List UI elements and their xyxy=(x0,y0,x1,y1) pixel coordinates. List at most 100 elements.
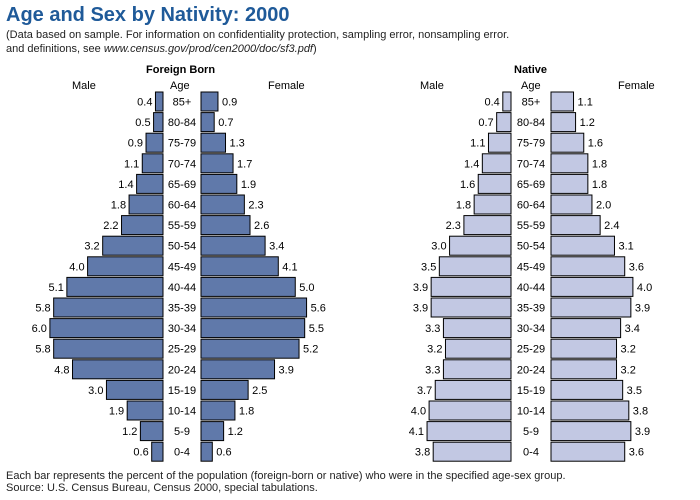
female-value-label: 1.9 xyxy=(241,179,256,191)
female-value-label: 3.1 xyxy=(618,241,633,253)
male-value-label: 0.4 xyxy=(485,97,500,109)
age-group-label: 15-19 xyxy=(517,385,545,397)
female-bar xyxy=(550,173,589,194)
female-value-label: 2.0 xyxy=(596,200,611,212)
male-bar xyxy=(145,132,164,153)
male-bar xyxy=(438,256,512,277)
source-note: Source: U.S. Census Bureau, Census 2000,… xyxy=(6,482,318,494)
female-value-label: 5.0 xyxy=(299,282,314,294)
male-value-label: 5.8 xyxy=(35,344,50,356)
female-value-label: 2.5 xyxy=(252,385,267,397)
female-bar xyxy=(550,153,589,174)
age-group-label: 25-29 xyxy=(517,344,545,356)
male-value-label: 0.4 xyxy=(137,97,152,109)
male-bar xyxy=(502,91,512,112)
female-value-label: 3.9 xyxy=(635,303,650,315)
male-value-label: 1.4 xyxy=(464,158,479,170)
male-bar xyxy=(136,173,164,194)
male-bar xyxy=(444,338,512,359)
female-value-label: 3.5 xyxy=(627,385,642,397)
female-value-label: 5.6 xyxy=(311,303,326,315)
female-bar xyxy=(200,359,276,380)
male-bar xyxy=(430,297,512,318)
female-value-label: 1.1 xyxy=(578,97,593,109)
footer: Each bar represents the percent of the p… xyxy=(6,470,566,494)
male-bar xyxy=(141,153,164,174)
age-group-label: 10-14 xyxy=(517,406,545,418)
male-value-label: 3.5 xyxy=(421,261,436,273)
age-group-label: 70-74 xyxy=(168,158,196,170)
male-header: Male xyxy=(72,80,96,92)
age-group-label: 5-9 xyxy=(174,426,190,438)
female-value-label: 3.6 xyxy=(629,261,644,273)
female-value-label: 0.7 xyxy=(218,117,233,129)
male-value-label: 4.8 xyxy=(54,364,69,376)
male-value-label: 3.9 xyxy=(413,282,428,294)
male-value-label: 3.0 xyxy=(431,241,446,253)
male-bar xyxy=(72,359,164,380)
male-value-label: 5.1 xyxy=(49,282,64,294)
female-value-label: 1.2 xyxy=(228,426,243,438)
age-group-label: 50-54 xyxy=(517,241,545,253)
age-group-label: 80-84 xyxy=(517,117,545,129)
female-value-label: 3.6 xyxy=(629,447,644,459)
male-bar xyxy=(128,194,164,215)
age-group-label: 20-24 xyxy=(517,364,545,376)
chart-title: Native xyxy=(514,64,548,76)
age-group-label: 75-79 xyxy=(517,138,545,150)
subtitle-url: www.census.gov/prod/cen2000/doc/sf3.pdf xyxy=(103,43,313,55)
male-value-label: 1.8 xyxy=(456,200,471,212)
male-bar xyxy=(487,132,512,153)
age-group-label: 60-64 xyxy=(168,200,196,212)
male-bar xyxy=(481,153,512,174)
male-value-label: 1.2 xyxy=(122,426,137,438)
female-value-label: 4.0 xyxy=(637,282,652,294)
female-bar xyxy=(550,297,632,318)
male-value-label: 3.7 xyxy=(417,385,432,397)
female-value-label: 3.2 xyxy=(621,344,636,356)
female-value-label: 3.4 xyxy=(625,323,640,335)
female-bar xyxy=(200,318,306,339)
male-value-label: 3.2 xyxy=(427,344,442,356)
male-bar xyxy=(496,112,512,133)
female-bar xyxy=(550,276,634,297)
female-bar xyxy=(200,215,251,236)
age-group-label: 30-34 xyxy=(168,323,196,335)
subtitle-line-1: (Data based on sample. For information o… xyxy=(6,29,510,41)
male-bar xyxy=(428,400,512,421)
female-value-label: 5.5 xyxy=(309,323,324,335)
male-value-label: 1.6 xyxy=(460,179,475,191)
female-bar xyxy=(200,297,308,318)
age-group-label: 20-24 xyxy=(168,364,196,376)
foreign-born-pyramid: Foreign Born Male Age Female 0.4 0.9 85+ 0.… xyxy=(6,60,346,470)
male-bar xyxy=(153,112,164,133)
age-group-label: 60-64 xyxy=(517,200,545,212)
male-value-label: 3.0 xyxy=(88,385,103,397)
female-value-label: 1.8 xyxy=(592,179,607,191)
age-group-label: 40-44 xyxy=(168,282,196,294)
male-bar xyxy=(442,318,512,339)
female-value-label: 3.4 xyxy=(269,241,284,253)
age-group-label: 75-79 xyxy=(168,138,196,150)
male-value-label: 1.1 xyxy=(124,158,139,170)
female-bar xyxy=(200,276,296,297)
male-value-label: 0.6 xyxy=(133,447,148,459)
male-header: Male xyxy=(420,80,444,92)
female-bar xyxy=(200,194,245,215)
male-value-label: 3.8 xyxy=(415,447,430,459)
male-bar xyxy=(473,194,512,215)
male-bar xyxy=(430,276,512,297)
male-value-label: 0.7 xyxy=(478,117,493,129)
female-value-label: 1.7 xyxy=(237,158,252,170)
female-bar xyxy=(550,441,626,462)
female-value-label: 1.3 xyxy=(230,138,245,150)
male-value-label: 1.1 xyxy=(470,138,485,150)
male-value-label: 4.0 xyxy=(69,261,84,273)
age-group-label: 15-19 xyxy=(168,385,196,397)
female-bar xyxy=(550,359,618,380)
female-header: Female xyxy=(618,80,655,92)
female-bar xyxy=(200,400,236,421)
male-bar xyxy=(87,256,164,277)
female-bar xyxy=(200,256,279,277)
female-bar xyxy=(550,256,626,277)
